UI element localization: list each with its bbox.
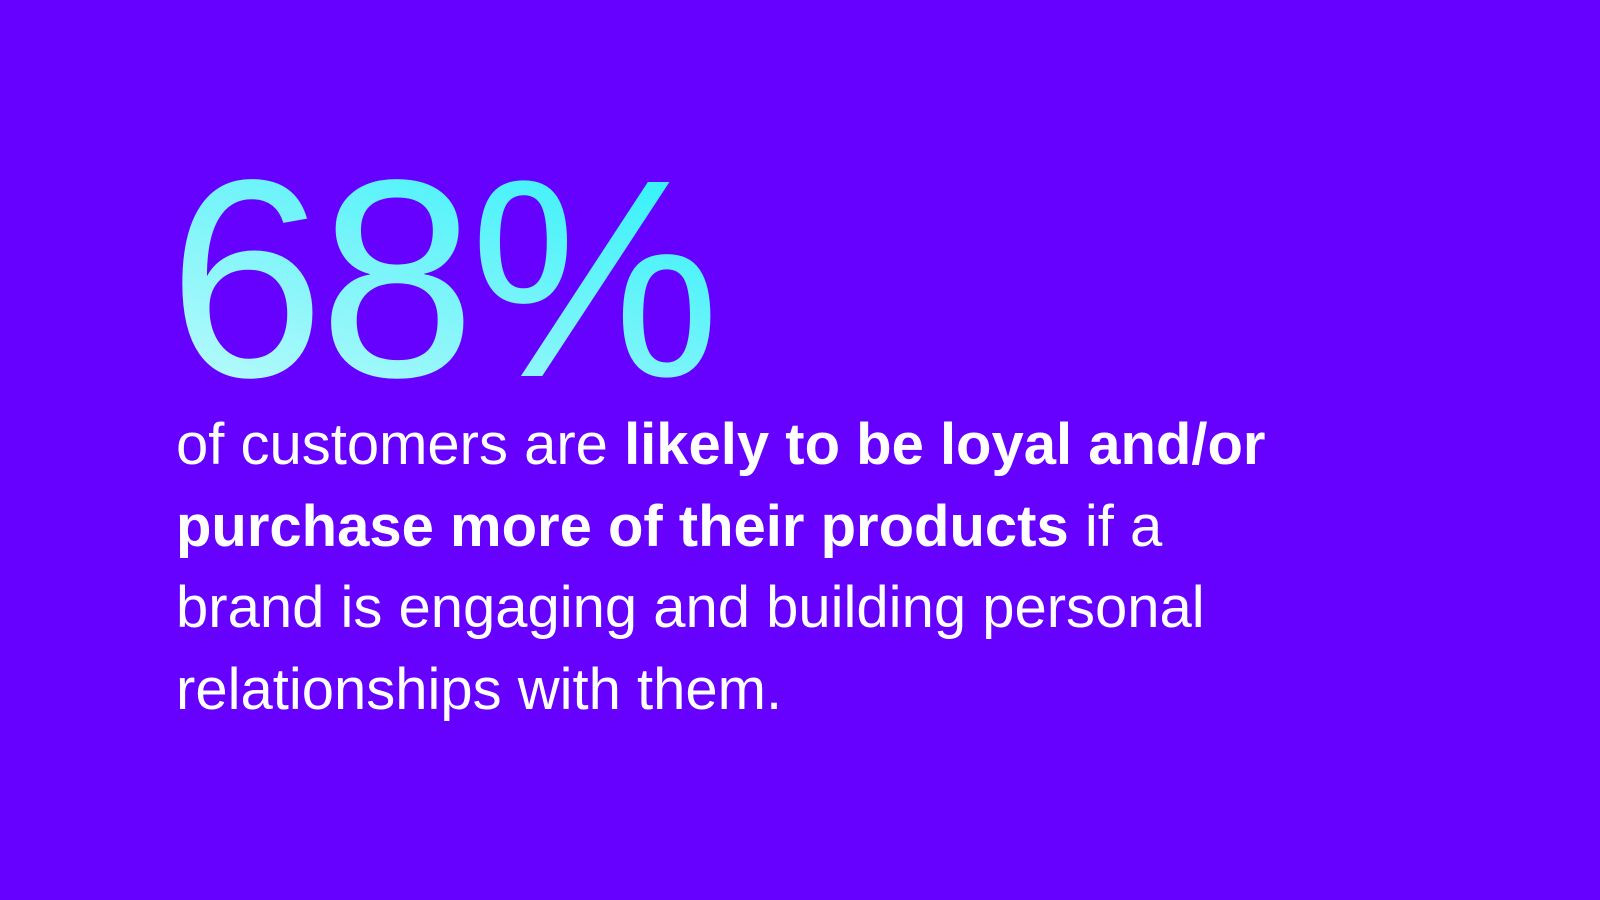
statement-emphasis: purchase more of their products: [176, 493, 1069, 559]
statement-line-3: brand is engaging and building personal: [176, 575, 1205, 640]
headline-stat: 68%: [168, 121, 720, 436]
statement-text: of customers are likely to be loyal and/…: [176, 404, 1265, 730]
statement-regular: if a: [1068, 493, 1163, 559]
statement-regular: of customers are: [176, 412, 625, 477]
statement-emphasis: likely to be loyal and/or: [624, 412, 1266, 477]
statement-line-1: of customers are likely to be loyal and/…: [176, 404, 1265, 486]
statement-line-2: purchase more of their products if a: [176, 486, 1265, 568]
statement-line-4: relationships with them.: [176, 656, 783, 722]
